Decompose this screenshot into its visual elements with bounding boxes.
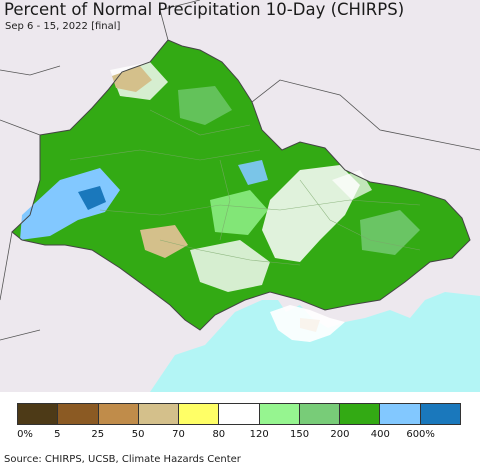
legend-swatch <box>18 404 59 424</box>
legend-swatch <box>340 404 381 424</box>
moderate-green-2 <box>360 210 420 255</box>
legend-swatch <box>98 404 139 424</box>
legend-swatch <box>299 404 341 424</box>
near-normal-south <box>190 240 270 292</box>
source-credit: Source: CHIRPS, UCSB, Climate Hazards Ce… <box>4 454 241 465</box>
legend-swatch <box>420 404 460 424</box>
crimea <box>270 305 345 342</box>
near-normal-northeast <box>332 170 372 200</box>
near-normal-east <box>262 165 360 262</box>
legend-swatch <box>179 404 220 424</box>
precipitation-map <box>0 0 480 392</box>
black-sea <box>150 292 480 392</box>
legend-swatch <box>138 404 180 424</box>
legend-color-bar <box>17 403 461 425</box>
dry-patch-south <box>140 225 188 258</box>
legend-tick-label: 200 <box>330 429 350 440</box>
legend-tick-label: 5 <box>54 429 61 440</box>
legend-tick-label: 80 <box>212 429 226 440</box>
ukraine-territory <box>12 40 470 330</box>
wet-west <box>20 168 120 240</box>
wet-west-core <box>78 186 106 210</box>
moderate-green-3 <box>178 86 232 125</box>
moderate-green-1 <box>210 190 268 235</box>
national-border <box>11 39 471 331</box>
legend-tick-label: 0% <box>17 429 33 440</box>
legend-swatch <box>219 404 260 424</box>
legend-swatch <box>259 404 300 424</box>
legend-tick-label: 120 <box>249 429 269 440</box>
legend-tick-label: 150 <box>289 429 310 440</box>
legend-tick-label: 400 <box>370 429 390 440</box>
legend-tick-label: 70 <box>172 429 185 440</box>
map-title: Percent of Normal Precipitation 10-Day (… <box>4 0 405 19</box>
legend-tick-label: 600% <box>406 429 435 440</box>
legend-tick-label: 25 <box>91 429 105 440</box>
legend-tick-label: 50 <box>131 429 145 440</box>
legend-swatch <box>380 404 421 424</box>
map-subtitle: Sep 6 - 15, 2022 [final] <box>5 21 121 32</box>
wet-east <box>238 160 268 185</box>
oblast-lines <box>69 109 421 266</box>
neighbor-border-west <box>0 65 61 341</box>
legend-swatch <box>58 404 99 424</box>
map-canvas <box>0 0 480 392</box>
neighbor-border-north <box>159 0 480 151</box>
